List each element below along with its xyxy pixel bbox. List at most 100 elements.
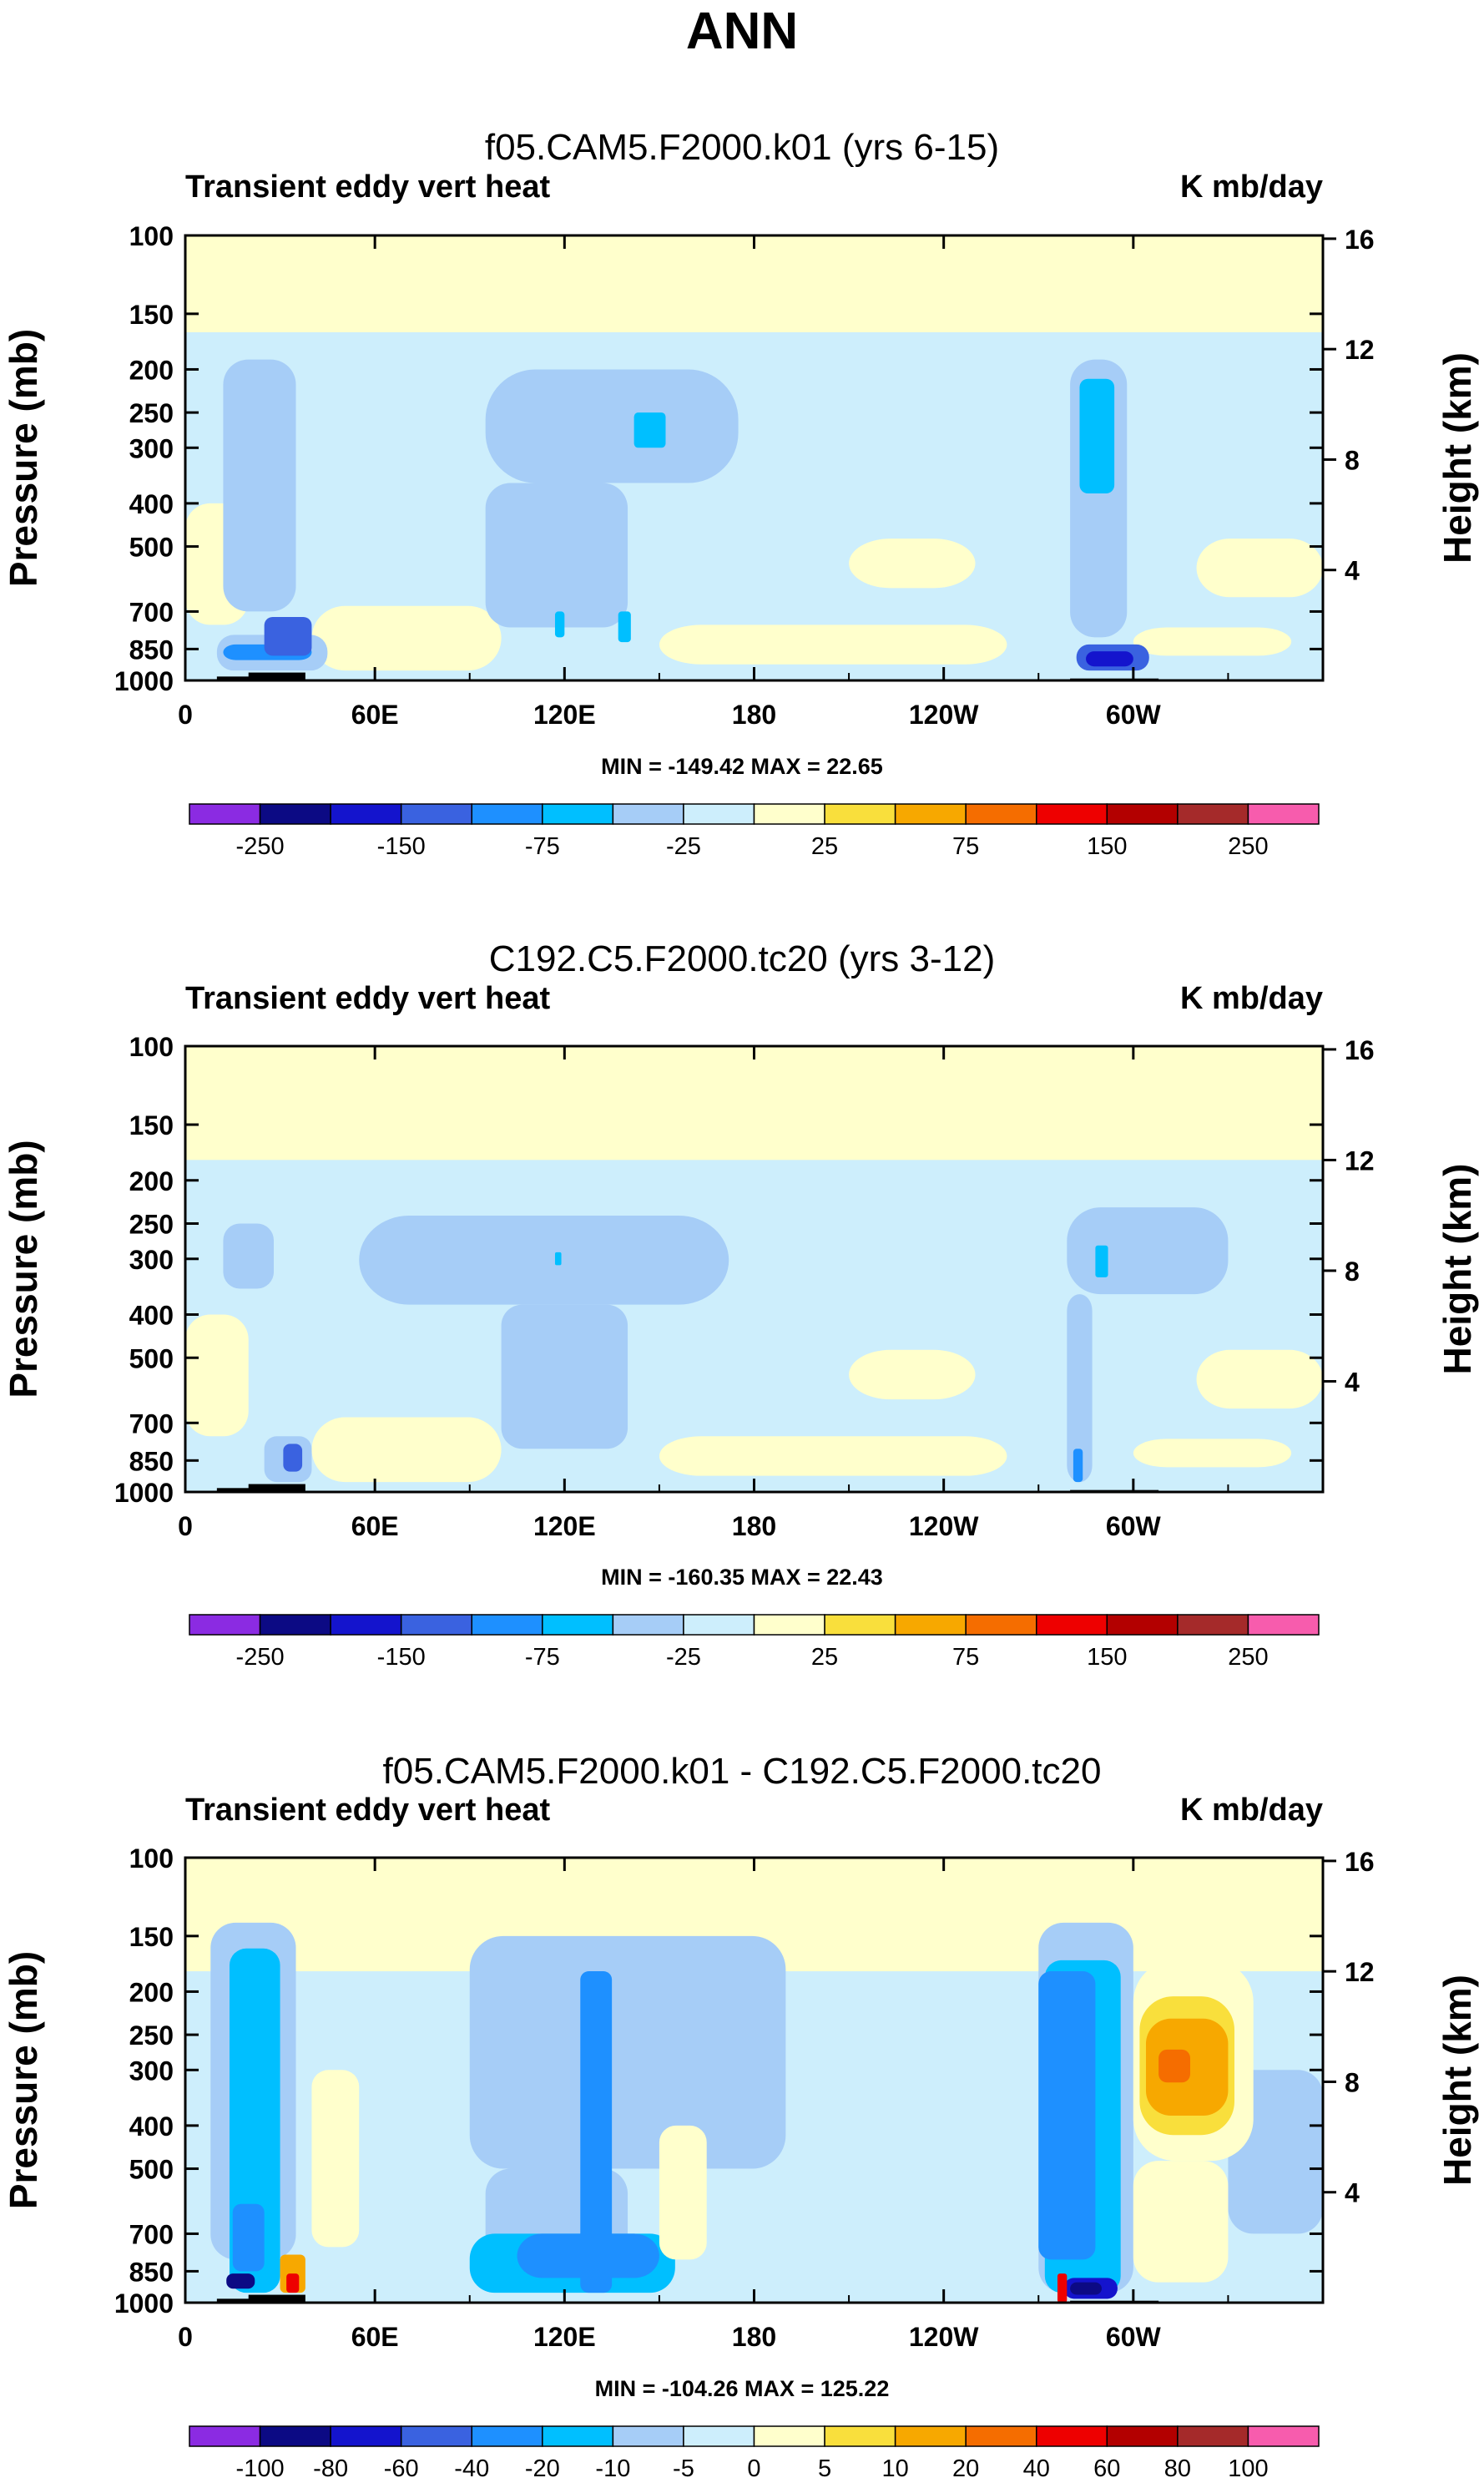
colorbar-swatch	[330, 2425, 402, 2447]
colorbar-swatch	[1247, 803, 1320, 825]
y-tick-label: 700	[129, 597, 174, 627]
x-tick-label: 180	[732, 700, 776, 730]
colorbar-swatch	[612, 803, 684, 825]
contour-blob	[633, 412, 666, 448]
y-tick-label: 500	[129, 533, 174, 563]
y2-axis-title: Height (km)	[1436, 352, 1479, 564]
y2-tick-label: 8	[1345, 1257, 1360, 1287]
colorbar-label: -100	[236, 2455, 285, 2482]
contour-blob	[1057, 2273, 1068, 2303]
y-axis-title: Pressure (mb)	[2, 1951, 45, 2209]
y-tick-label: 400	[129, 1301, 174, 1331]
colorbar-swatch	[1177, 1614, 1249, 1636]
colorbar-swatch	[542, 2425, 614, 2447]
contour-blob	[469, 1935, 786, 2169]
y2-tick-label: 4	[1345, 556, 1360, 586]
min-max-stats: MIN = -160.35 MAX = 22.43	[601, 1565, 883, 1590]
y2-tick-label: 8	[1345, 445, 1360, 475]
y-tick-label: 300	[129, 2056, 174, 2086]
y-tick-label: 250	[129, 2020, 174, 2051]
y-tick-label: 200	[129, 1166, 174, 1196]
y-tick-label: 700	[129, 2219, 174, 2249]
contour-blob	[485, 483, 628, 628]
contour-blob	[185, 1314, 249, 1437]
contour-blob	[849, 1349, 976, 1400]
y2-axis-title: Height (km)	[1436, 1975, 1479, 2186]
colorbar-swatch	[824, 2425, 896, 2447]
colorbar-swatch	[753, 2425, 825, 2447]
colorbar-label: -25	[666, 1644, 701, 1671]
colorbar-swatch	[542, 1614, 614, 1636]
x-tick-label: 180	[732, 1511, 776, 1541]
contour-blob	[659, 2125, 707, 2260]
x-tick-label: 0	[178, 700, 193, 730]
contour-blob	[659, 1436, 1007, 1476]
colorbar-swatch	[683, 2425, 755, 2447]
y2-tick-label: 4	[1345, 1367, 1360, 1397]
colorbar-label: -25	[666, 833, 701, 860]
contour-blob	[1079, 378, 1115, 494]
colorbar-swatch	[471, 803, 543, 825]
y-tick-label: 850	[129, 1446, 174, 1476]
heatmap-field	[185, 1858, 1323, 2303]
colorbar-swatch	[189, 2425, 261, 2447]
contour-blob	[311, 605, 502, 671]
colorbar-swatch	[400, 2425, 472, 2447]
contour-blob	[501, 1304, 628, 1449]
colorbar-swatch	[612, 2425, 684, 2447]
colorbar-swatch	[1177, 2425, 1249, 2447]
colorbar-swatch	[894, 2425, 967, 2447]
contour-blob	[659, 625, 1007, 665]
contour-blob	[1086, 651, 1133, 667]
colorbar-label: 75	[952, 1644, 979, 1671]
contour-blob	[1067, 1294, 1093, 1483]
y2-tick-label: 4	[1345, 2178, 1360, 2208]
y-tick-label: 1000	[114, 1478, 174, 1508]
colorbar-swatch	[1036, 803, 1108, 825]
y-tick-label: 100	[129, 1843, 174, 1874]
contour-blob	[1038, 1971, 1096, 2260]
panel-title: C192.C5.F2000.tc20 (yrs 3-12)	[489, 938, 996, 979]
colorbar-swatch	[400, 1614, 472, 1636]
x-tick-label: 180	[732, 2322, 776, 2352]
contour-blob	[1196, 539, 1323, 598]
heatmap-field	[185, 1046, 1323, 1492]
colorbar-swatch	[965, 2425, 1037, 2447]
colorbar-swatch	[1106, 1614, 1179, 1636]
colorbar-swatch	[753, 803, 825, 825]
chart-panel-3: f05.CAM5.F2000.k01 - C192.C5.F2000.tc20T…	[2, 1751, 1479, 2482]
x-tick-label: 120E	[533, 700, 596, 730]
contour-blob	[311, 1417, 502, 1483]
contour-blob	[264, 616, 312, 656]
y-tick-label: 200	[129, 355, 174, 385]
units-label: K mb/day	[1180, 1793, 1323, 1828]
x-tick-label: 60E	[351, 2322, 399, 2352]
colorbar-label: 20	[952, 2455, 979, 2482]
contour-blob	[1133, 2161, 1229, 2283]
contour-blob	[1133, 1439, 1292, 1468]
x-tick-label: 60W	[1106, 1511, 1162, 1541]
colorbar-swatch	[471, 1614, 543, 1636]
chart-panel-1: f05.CAM5.F2000.k01 (yrs 6-15)Transient e…	[2, 127, 1479, 860]
colorbar-swatch	[683, 1614, 755, 1636]
colorbar-swatch	[189, 1614, 261, 1636]
contour-blob	[849, 539, 976, 589]
colorbar-swatch	[1036, 1614, 1108, 1636]
y-tick-label: 1000	[114, 2288, 174, 2319]
x-tick-label: 60E	[351, 700, 399, 730]
colorbar-label: -10	[595, 2455, 630, 2482]
topography-mask	[248, 672, 305, 680]
x-tick-label: 120W	[909, 2322, 979, 2352]
colorbar-label: 100	[1228, 2455, 1268, 2482]
contour-blob	[1196, 1349, 1323, 1409]
contour-blob	[1158, 2049, 1190, 2083]
colorbar-swatch	[542, 803, 614, 825]
y-tick-label: 150	[129, 300, 174, 330]
colorbar-swatch	[824, 1614, 896, 1636]
colorbar-label: -40	[454, 2455, 489, 2482]
y-tick-label: 150	[129, 1922, 174, 1952]
topography-mask	[248, 2294, 305, 2303]
colorbar-label: -150	[377, 833, 426, 860]
colorbar-swatch	[965, 803, 1037, 825]
